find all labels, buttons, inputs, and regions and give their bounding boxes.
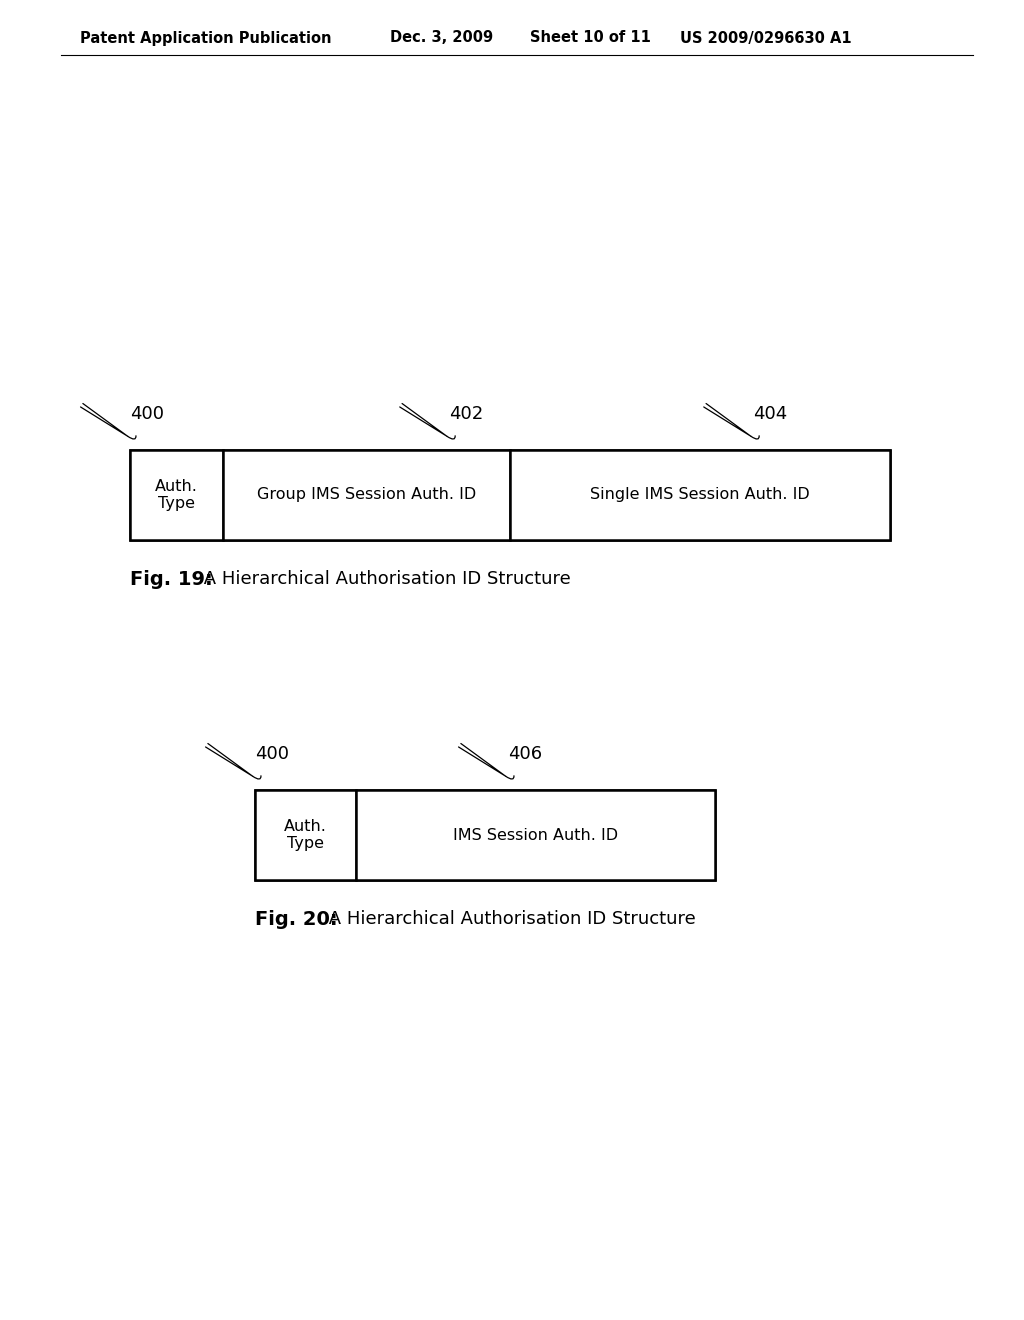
Text: Patent Application Publication: Patent Application Publication — [80, 30, 332, 45]
Bar — [130, 450, 890, 540]
Bar — [356, 789, 715, 880]
Text: Dec. 3, 2009: Dec. 3, 2009 — [390, 30, 494, 45]
Bar — [510, 450, 890, 540]
Bar — [255, 789, 356, 880]
Text: Single IMS Session Auth. ID: Single IMS Session Auth. ID — [590, 487, 810, 503]
Text: Auth.
Type: Auth. Type — [285, 818, 327, 851]
Bar — [130, 450, 223, 540]
Text: US 2009/0296630 A1: US 2009/0296630 A1 — [680, 30, 852, 45]
Text: Group IMS Session Auth. ID: Group IMS Session Auth. ID — [257, 487, 476, 503]
Text: Sheet 10 of 11: Sheet 10 of 11 — [530, 30, 651, 45]
Text: 404: 404 — [754, 405, 787, 422]
Text: Auth.
Type: Auth. Type — [155, 479, 198, 511]
Text: 400: 400 — [130, 405, 164, 422]
Bar — [223, 450, 510, 540]
Bar — [255, 789, 715, 880]
Text: 406: 406 — [508, 744, 542, 763]
Text: Fig. 19:: Fig. 19: — [130, 570, 213, 589]
Text: 402: 402 — [450, 405, 483, 422]
Text: 400: 400 — [255, 744, 289, 763]
Text: Fig. 20:: Fig. 20: — [255, 909, 338, 929]
Text: A Hierarchical Authorisation ID Structure: A Hierarchical Authorisation ID Structur… — [198, 570, 570, 587]
Text: IMS Session Auth. ID: IMS Session Auth. ID — [453, 828, 618, 842]
Text: A Hierarchical Authorisation ID Structure: A Hierarchical Authorisation ID Structur… — [323, 909, 695, 928]
